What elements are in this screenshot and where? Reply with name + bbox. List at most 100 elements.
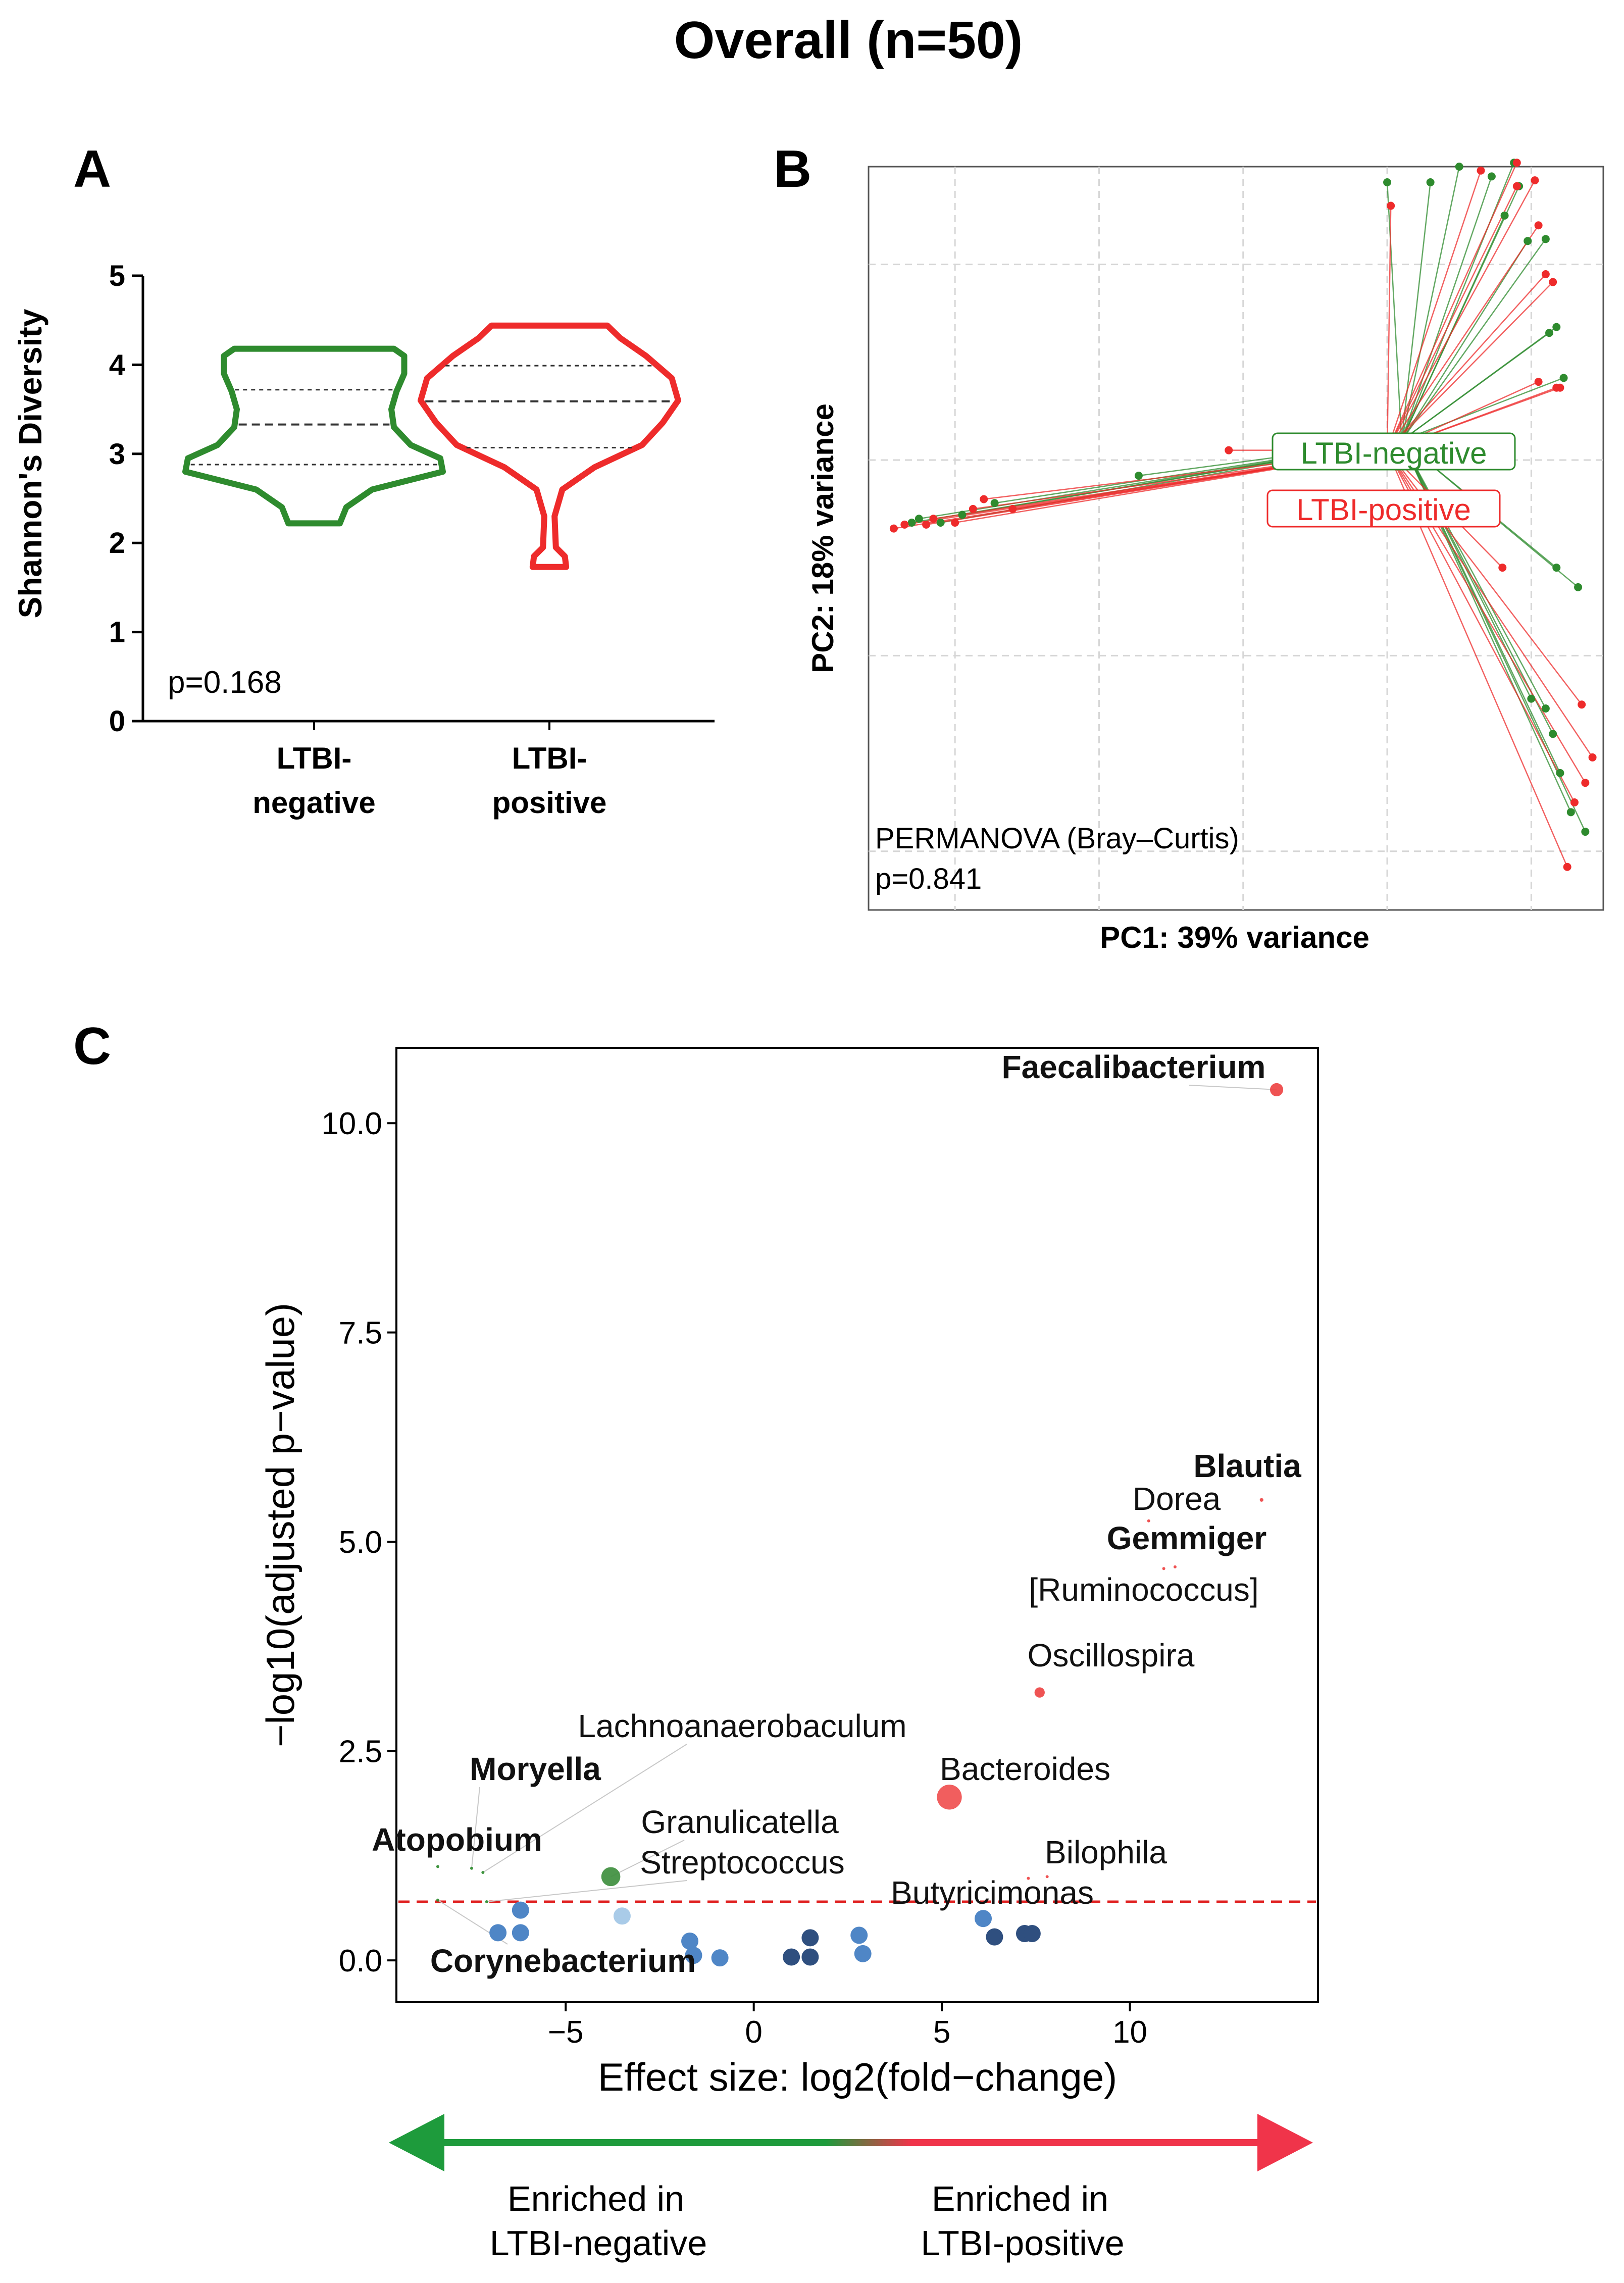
panel-c-x-tick-label: −5 bbox=[548, 2015, 584, 2050]
panel-b-permanova-label: PERMANOVA (Bray–Curtis) bbox=[875, 822, 1239, 855]
genus-label-granulicatella: Granulicatella bbox=[641, 1804, 839, 1840]
significant-point-butyricimonas bbox=[1027, 1876, 1030, 1880]
panel-a-p-value: p=0.168 bbox=[168, 665, 282, 700]
significant-point-blautia bbox=[1259, 1498, 1263, 1502]
panel-c-y-tick-label: 5.0 bbox=[339, 1525, 382, 1560]
pca-point-negative bbox=[1383, 178, 1392, 186]
panel-a-y-axis: 0 1 2 3 4 5 bbox=[109, 260, 144, 738]
panel-a-y-tick-label: 2 bbox=[109, 527, 125, 560]
panel-c-label-leaders bbox=[437, 1085, 1277, 1945]
enrichment-arrow-legend: Enriched in LTBI-negative Enriched in LT… bbox=[389, 2114, 1313, 2263]
spider-line-negative bbox=[1401, 440, 1546, 709]
pca-point-negative bbox=[1541, 704, 1550, 713]
genus-label-ruminococcus: [Ruminococcus] bbox=[1029, 1571, 1258, 1608]
centroid-label-box-positive bbox=[1266, 489, 1501, 528]
pca-point-positive bbox=[1498, 564, 1507, 572]
pca-point-positive bbox=[1534, 378, 1543, 386]
nonsignificant-point bbox=[854, 1945, 872, 1962]
panel-a-x-tick-label: positive bbox=[492, 786, 607, 820]
pca-point-positive bbox=[1387, 201, 1395, 210]
nonsignificant-point bbox=[681, 1932, 699, 1950]
spider-line-positive bbox=[1387, 274, 1546, 451]
nonsignificant-point bbox=[850, 1926, 868, 1944]
panel-c-x-tick-label: 5 bbox=[933, 2015, 950, 2050]
genus-label-corynebacterium: Corynebacterium bbox=[430, 1943, 696, 1979]
pca-point-positive bbox=[1541, 270, 1550, 279]
pca-point-negative bbox=[1545, 329, 1554, 337]
enrichment-arrow-right-head bbox=[1257, 2114, 1313, 2171]
pca-point-negative bbox=[1566, 808, 1575, 817]
panel-c-x-tick-label: 0 bbox=[745, 2015, 762, 2050]
panel-a-x-tick-label: LTBI- bbox=[277, 741, 352, 775]
panel-a-y-tick-label: 1 bbox=[109, 616, 125, 649]
significant-point-granulicatella bbox=[601, 1867, 621, 1887]
genus-label-faecalibacterium: Faecalibacterium bbox=[1002, 1049, 1266, 1085]
panel-b-p-value: p=0.841 bbox=[875, 863, 982, 895]
pca-point-positive bbox=[1563, 863, 1571, 871]
pca-point-positive bbox=[951, 519, 959, 527]
label-leader-line bbox=[486, 1880, 687, 1903]
centroid-label-positive: LTBI-positive bbox=[1296, 493, 1471, 527]
pca-point-negative bbox=[1487, 172, 1496, 181]
pca-point-negative bbox=[915, 515, 923, 523]
pca-point-positive bbox=[1512, 182, 1521, 190]
pca-point-positive bbox=[1578, 700, 1586, 709]
genus-label-dorea: Dorea bbox=[1133, 1481, 1221, 1517]
nonsignificant-point bbox=[801, 1948, 819, 1966]
pca-point-negative bbox=[1426, 178, 1435, 186]
spider-line-positive bbox=[1386, 206, 1392, 450]
spider-line-positive bbox=[1386, 180, 1536, 451]
spider-line-positive bbox=[1386, 162, 1517, 451]
spider-line-negative bbox=[1401, 326, 1557, 441]
panel-c-y-tick-label: 10.0 bbox=[321, 1106, 382, 1141]
nonsignificant-point bbox=[711, 1949, 729, 1967]
enrichment-arrow-left-head bbox=[389, 2114, 444, 2171]
panel-b-x-axis-label: PC1: 39% variance bbox=[1100, 921, 1369, 954]
pca-point-negative bbox=[1134, 472, 1143, 480]
nonsignificant-point bbox=[489, 1924, 507, 1942]
pca-point-positive bbox=[1588, 753, 1597, 762]
significant-point-streptococcus bbox=[485, 1900, 488, 1904]
nonsignificant-point bbox=[512, 1924, 529, 1942]
genus-label-butyricimonas: Butyricimonas bbox=[891, 1874, 1094, 1911]
spider-line-positive bbox=[1386, 170, 1482, 451]
nonsignificant-point bbox=[975, 1910, 992, 1927]
pca-point-positive bbox=[1556, 383, 1564, 392]
pca-point-negative bbox=[1527, 694, 1536, 703]
significant-point-bacteroides bbox=[937, 1785, 962, 1810]
spider-line-positive bbox=[1387, 281, 1554, 451]
significant-point-oscillospira bbox=[1034, 1687, 1045, 1698]
pca-point-negative bbox=[936, 519, 945, 527]
genus-label-moryella: Moryella bbox=[470, 1751, 601, 1787]
pca-point-positive bbox=[1581, 779, 1590, 787]
genus-label-oscillospira: Oscillospira bbox=[1028, 1637, 1195, 1673]
pca-point-positive bbox=[1531, 176, 1539, 185]
panel-b-grid bbox=[869, 167, 1603, 910]
panel-label-c: C bbox=[73, 1017, 111, 1076]
panel-a-x-axis: LTBI-negative LTBI-positive bbox=[143, 720, 715, 820]
pca-point-negative bbox=[958, 511, 967, 519]
pca-point-positive bbox=[1008, 504, 1017, 513]
pca-point-positive bbox=[922, 520, 931, 529]
nonsignificant-point bbox=[685, 1947, 702, 1964]
pca-point-negative bbox=[1549, 730, 1557, 738]
pca-point-positive bbox=[1477, 166, 1485, 175]
significant-point-dorea bbox=[1147, 1519, 1150, 1523]
significant-point-faecalibacterium bbox=[1270, 1083, 1284, 1096]
significant-point-bilophila bbox=[1045, 1875, 1049, 1879]
pca-point-positive bbox=[1512, 159, 1521, 167]
pca-point-negative bbox=[1574, 583, 1583, 591]
panel-label-b: B bbox=[774, 140, 811, 198]
pca-point-negative bbox=[1524, 237, 1532, 245]
label-leader-line bbox=[482, 1744, 687, 1873]
right-enrichment-label-line1: Enriched in bbox=[932, 2179, 1108, 2218]
panel-b-centroid-labels: LTBI-negative LTBI-positive bbox=[1266, 432, 1516, 528]
panel-b-pca-chart: LTBI-negative LTBI-positive PERMANOVA (B… bbox=[806, 159, 1604, 954]
nonsignificant-point bbox=[512, 1901, 529, 1919]
significant-point-corynebacterium bbox=[436, 1898, 439, 1902]
spider-line-negative bbox=[1401, 182, 1431, 441]
spider-line-positive bbox=[1387, 225, 1539, 451]
spider-line-negative bbox=[1401, 166, 1460, 441]
panel-c-points bbox=[436, 1083, 1284, 1967]
panel-b-plot-frame bbox=[868, 166, 1604, 911]
